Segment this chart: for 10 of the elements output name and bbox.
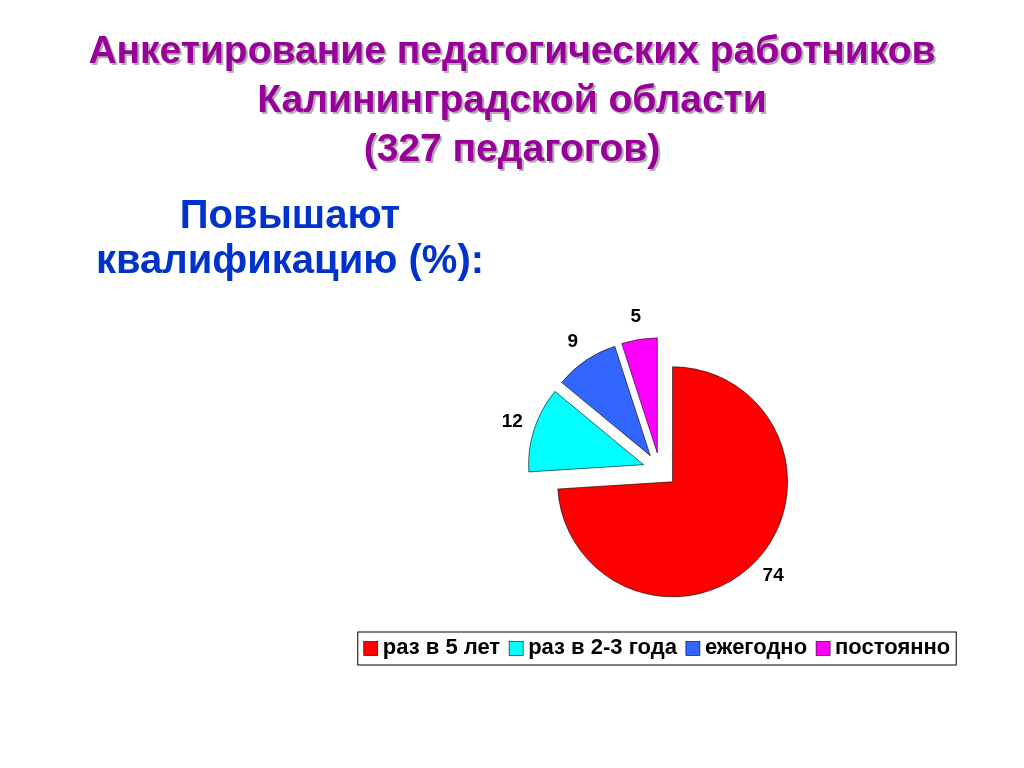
chart-title: Анкетирование педагогических работников Калининградской области (327 педагогов) bbox=[88, 28, 936, 169]
data-label: 74 bbox=[762, 564, 785, 586]
data-label: 12 bbox=[501, 410, 523, 432]
legend-label: ежегодно bbox=[704, 634, 808, 660]
data-label: 9 bbox=[567, 329, 579, 351]
legend-label: раз в 5 лет bbox=[382, 634, 501, 660]
legend-label: раз в 2-3 года bbox=[528, 634, 678, 660]
legend-label: постоянно bbox=[835, 634, 951, 660]
data-label: 5 bbox=[630, 304, 642, 326]
chart-subtitle: Повышают квалификацию (%): bbox=[95, 192, 485, 281]
